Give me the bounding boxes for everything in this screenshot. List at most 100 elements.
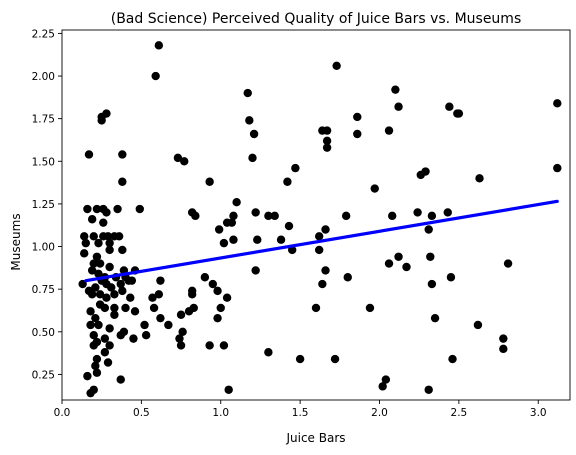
data-point-40	[102, 208, 111, 217]
trendline-layer	[84, 199, 559, 283]
data-point-183	[110, 310, 119, 319]
data-point-103	[95, 259, 105, 268]
x-tick-label-3: 1.5	[292, 407, 309, 419]
data-point-93	[94, 238, 103, 248]
data-point-43	[135, 204, 144, 214]
y-tick-label-3: 1.00	[32, 242, 55, 254]
data-point-126	[126, 293, 135, 302]
data-point-4	[97, 116, 106, 125]
data-point-136	[105, 324, 114, 333]
data-point-118	[107, 283, 116, 292]
data-point-26	[453, 109, 462, 118]
data-point-138	[119, 327, 129, 336]
data-point-64	[394, 252, 403, 261]
data-point-151	[175, 334, 184, 343]
y-tick-label-2: 0.75	[32, 284, 55, 296]
data-point-123	[95, 290, 105, 299]
data-point-19	[353, 112, 362, 122]
x-tick-label-5: 2.5	[451, 407, 468, 419]
data-point-2	[332, 61, 341, 71]
data-point-14	[248, 153, 257, 163]
data-point-65	[402, 262, 411, 272]
data-point-90	[81, 238, 91, 248]
data-point-47	[232, 198, 241, 207]
y-tick-label-5: 1.50	[32, 156, 55, 168]
data-point-128	[100, 303, 110, 313]
data-point-142	[89, 331, 98, 340]
data-point-180	[116, 375, 125, 384]
data-point-149	[156, 313, 165, 323]
data-point-163	[213, 313, 222, 323]
data-point-38	[83, 204, 92, 214]
data-point-88	[253, 235, 262, 244]
data-point-8	[118, 177, 127, 186]
data-point-41	[113, 204, 122, 214]
data-point-91	[80, 249, 89, 258]
data-point-135	[86, 320, 95, 330]
data-point-139	[129, 334, 138, 343]
data-point-166	[219, 238, 229, 248]
data-point-181	[105, 341, 114, 350]
data-point-33	[283, 177, 292, 186]
data-point-62	[424, 225, 433, 234]
data-point-125	[118, 286, 127, 296]
data-point-49	[251, 208, 260, 217]
data-point-144	[141, 331, 151, 340]
data-point-27	[553, 99, 562, 108]
data-point-100	[118, 245, 127, 255]
y-tick-label-0: 0.25	[32, 369, 55, 381]
data-point-78	[378, 382, 387, 391]
data-point-87	[251, 266, 260, 275]
data-point-182	[89, 341, 98, 350]
data-point-159	[200, 273, 210, 282]
data-point-50	[264, 211, 273, 221]
data-point-59	[413, 208, 422, 217]
data-point-13	[249, 129, 259, 139]
data-point-167	[229, 235, 238, 244]
data-point-54	[314, 232, 324, 241]
data-point-86	[264, 348, 273, 357]
data-point-154	[176, 310, 186, 319]
data-point-174	[92, 354, 102, 364]
data-point-134	[94, 320, 103, 330]
data-point-21	[384, 126, 394, 135]
data-point-160	[208, 279, 218, 289]
data-point-73	[499, 344, 508, 354]
data-point-169	[214, 225, 224, 234]
data-point-161	[213, 286, 222, 296]
data-point-77	[381, 375, 391, 384]
data-point-143	[140, 320, 149, 330]
data-point-23	[394, 102, 403, 111]
data-point-51	[270, 211, 279, 221]
data-point-148	[149, 303, 159, 313]
data-point-28	[370, 184, 379, 193]
data-point-9	[173, 153, 183, 163]
data-point-146	[154, 290, 164, 299]
data-point-98	[114, 232, 124, 241]
data-point-119	[116, 279, 125, 289]
data-point-61	[443, 208, 452, 217]
data-point-120	[124, 276, 133, 285]
data-point-83	[321, 266, 330, 275]
data-point-106	[87, 266, 97, 275]
x-axis-label: Juice Bars	[285, 431, 345, 445]
data-point-56	[321, 225, 330, 234]
data-point-68	[446, 273, 456, 282]
data-point-164	[216, 303, 225, 313]
data-point-99	[105, 245, 114, 255]
data-point-132	[121, 303, 130, 313]
data-point-67	[427, 279, 437, 289]
data-point-24	[445, 102, 454, 111]
y-tick-label-6: 1.75	[32, 114, 55, 126]
data-point-124	[102, 293, 111, 302]
data-point-141	[100, 334, 110, 343]
data-point-96	[105, 238, 114, 248]
data-point-176	[92, 368, 102, 377]
data-point-76	[365, 303, 375, 313]
data-point-115	[91, 283, 100, 292]
data-point-131	[110, 303, 119, 313]
data-point-12	[245, 116, 254, 125]
data-point-17	[322, 136, 332, 146]
data-point-71	[473, 320, 483, 330]
